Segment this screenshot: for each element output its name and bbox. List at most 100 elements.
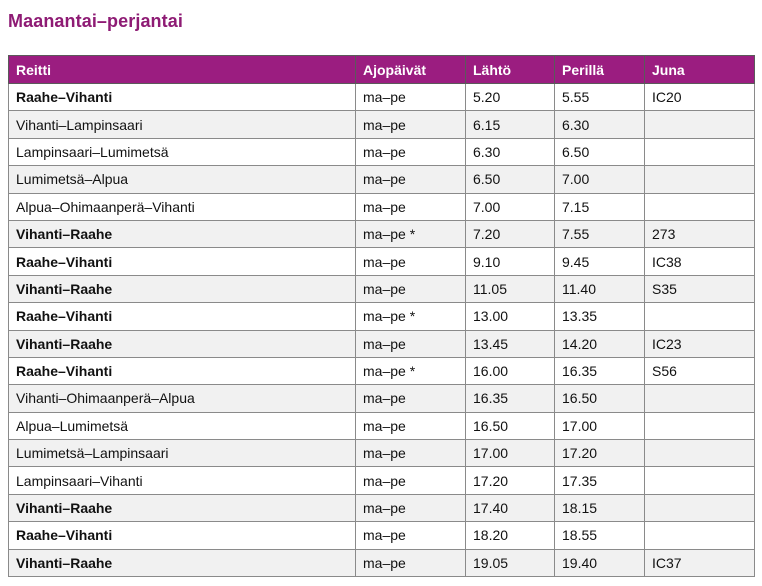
cell-departure: 5.20 (465, 82, 555, 112)
cell-arrival: 16.35 (554, 356, 645, 386)
column-header-departure: Lähtö (465, 55, 555, 84)
cell-days: ma–pe (355, 247, 466, 276)
cell-departure: 19.05 (465, 548, 555, 578)
table-row: Raahe–Vihanti ma–pe * 16.00 16.35 S56 (8, 356, 755, 386)
table-row: Vihanti–Lampinsaari ma–pe 6.15 6.30 (8, 110, 755, 139)
cell-train (644, 439, 755, 468)
table-row: Lumimetsä–Alpua ma–pe 6.50 7.00 (8, 165, 755, 194)
table-row: Alpua–Lumimetsä ma–pe 16.50 17.00 (8, 411, 755, 441)
cell-route: Alpua–Lumimetsä (8, 411, 356, 441)
schedule-table: Reitti Ajopäivät Lähtö Perillä Juna Raah… (8, 55, 755, 578)
cell-arrival: 7.15 (554, 192, 645, 221)
cell-departure: 6.50 (465, 165, 555, 194)
cell-days: ma–pe (355, 192, 466, 221)
cell-arrival: 13.35 (554, 302, 645, 331)
cell-departure: 17.00 (465, 439, 555, 468)
cell-route: Lumimetsä–Lampinsaari (8, 439, 356, 468)
cell-days: ma–pe (355, 411, 466, 441)
cell-train (644, 302, 755, 331)
cell-route: Vihanti–Lampinsaari (8, 110, 356, 139)
cell-arrival: 17.20 (554, 439, 645, 468)
cell-arrival: 5.55 (554, 82, 645, 112)
cell-route: Raahe–Vihanti (8, 247, 356, 276)
cell-days: ma–pe * (355, 356, 466, 386)
cell-arrival: 7.00 (554, 165, 645, 194)
table-row: Alpua–Ohimaanperä–Vihanti ma–pe 7.00 7.15 (8, 192, 755, 221)
cell-days: ma–pe (355, 548, 466, 578)
cell-days: ma–pe (355, 329, 466, 358)
cell-route: Vihanti–Raahe (8, 219, 356, 249)
cell-departure: 7.20 (465, 219, 555, 249)
cell-days: ma–pe (355, 439, 466, 468)
column-header-days: Ajopäivät (355, 55, 466, 84)
cell-departure: 6.30 (465, 137, 555, 167)
cell-route: Lampinsaari–Lumimetsä (8, 137, 356, 167)
cell-route: Vihanti–Raahe (8, 329, 356, 358)
cell-arrival: 14.20 (554, 329, 645, 358)
cell-arrival: 7.55 (554, 219, 645, 249)
cell-days: ma–pe (355, 521, 466, 550)
cell-days: ma–pe * (355, 219, 466, 249)
cell-arrival: 17.35 (554, 466, 645, 495)
cell-days: ma–pe (355, 466, 466, 495)
table-row: Lumimetsä–Lampinsaari ma–pe 17.00 17.20 (8, 439, 755, 468)
cell-train: IC20 (644, 82, 755, 112)
table-body: Raahe–Vihanti ma–pe 5.20 5.55 IC20 Vihanti–La… (8, 82, 755, 578)
table-row: Vihanti–Ohimaanperä–Alpua ma–pe 16.35 16.50 (8, 384, 755, 413)
column-header-train: Juna (644, 55, 755, 84)
cell-route: Vihanti–Raahe (8, 274, 356, 304)
cell-train: IC23 (644, 329, 755, 358)
cell-train: IC37 (644, 548, 755, 578)
cell-days: ma–pe (355, 274, 466, 304)
cell-train: 273 (644, 219, 755, 249)
cell-train (644, 165, 755, 194)
table-row: Raahe–Vihanti ma–pe 18.20 18.55 (8, 521, 755, 550)
cell-route: Alpua–Ohimaanperä–Vihanti (8, 192, 356, 221)
cell-train: IC38 (644, 247, 755, 276)
cell-arrival: 9.45 (554, 247, 645, 276)
table-row: Vihanti–Raahe ma–pe 19.05 19.40 IC37 (8, 548, 755, 578)
table-row: Lampinsaari–Lumimetsä ma–pe 6.30 6.50 (8, 137, 755, 167)
cell-route: Vihanti–Ohimaanperä–Alpua (8, 384, 356, 413)
table-row: Raahe–Vihanti ma–pe 5.20 5.55 IC20 (8, 82, 755, 112)
cell-departure: 13.45 (465, 329, 555, 358)
cell-arrival: 17.00 (554, 411, 645, 441)
cell-train (644, 521, 755, 550)
cell-departure: 17.20 (465, 466, 555, 495)
cell-arrival: 16.50 (554, 384, 645, 413)
cell-train (644, 192, 755, 221)
cell-route: Lampinsaari–Vihanti (8, 466, 356, 495)
cell-route: Vihanti–Raahe (8, 548, 356, 578)
cell-departure: 16.50 (465, 411, 555, 441)
table-row: Raahe–Vihanti ma–pe * 13.00 13.35 (8, 302, 755, 331)
cell-days: ma–pe (355, 165, 466, 194)
page-title: Maanantai–perjantai (8, 11, 183, 31)
cell-departure: 13.00 (465, 302, 555, 331)
cell-arrival: 6.50 (554, 137, 645, 167)
cell-train (644, 110, 755, 139)
cell-departure: 16.00 (465, 356, 555, 386)
cell-departure: 6.15 (465, 110, 555, 139)
cell-arrival: 6.30 (554, 110, 645, 139)
cell-departure: 17.40 (465, 493, 555, 523)
cell-train: S56 (644, 356, 755, 386)
column-header-route: Reitti (8, 55, 356, 84)
cell-arrival: 18.55 (554, 521, 645, 550)
table-row: Vihanti–Raahe ma–pe * 7.20 7.55 273 (8, 219, 755, 249)
cell-days: ma–pe (355, 384, 466, 413)
table-row: Lampinsaari–Vihanti ma–pe 17.20 17.35 (8, 466, 755, 495)
table-row: Vihanti–Raahe ma–pe 13.45 14.20 IC23 (8, 329, 755, 358)
column-header-arrival: Perillä (554, 55, 645, 84)
cell-route: Raahe–Vihanti (8, 521, 356, 550)
cell-days: ma–pe (355, 493, 466, 523)
cell-train (644, 493, 755, 523)
cell-departure: 11.05 (465, 274, 555, 304)
cell-arrival: 19.40 (554, 548, 645, 578)
cell-train (644, 137, 755, 167)
cell-departure: 16.35 (465, 384, 555, 413)
cell-departure: 7.00 (465, 192, 555, 221)
cell-arrival: 11.40 (554, 274, 645, 304)
cell-route: Raahe–Vihanti (8, 356, 356, 386)
table-row: Raahe–Vihanti ma–pe 9.10 9.45 IC38 (8, 247, 755, 276)
cell-train (644, 411, 755, 441)
